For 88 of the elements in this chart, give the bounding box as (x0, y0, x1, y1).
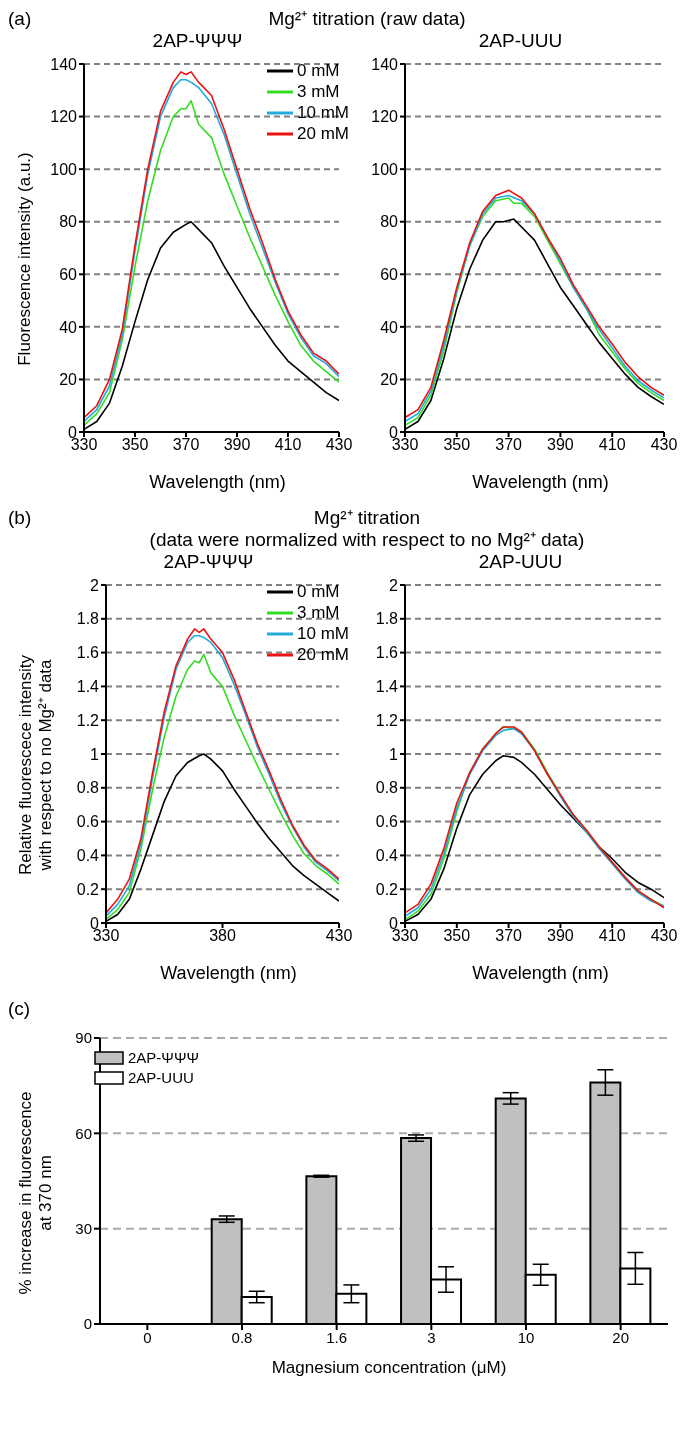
x-tick-label: 3 (427, 1328, 436, 1346)
y-axis-title: Relative fluorescece intensity with respect to no Mg²⁺ data (16, 653, 56, 878)
x-tick-label: 410 (598, 436, 626, 454)
legend-label: 3 mM (297, 81, 340, 102)
y-tick-label: 80 (59, 213, 78, 231)
y-tick-label: 20 (380, 371, 399, 389)
x-tick-label: 390 (223, 436, 251, 454)
y-tick-label: 2 (90, 576, 100, 594)
y-tick-label: 100 (50, 160, 78, 178)
y-axis-title: Fluorescence intensity (a.u.) (15, 151, 35, 368)
y-tick-label: 1.4 (375, 678, 399, 696)
text: (c) (8, 998, 32, 1021)
legend-label: 20 mM (297, 123, 349, 144)
y-tick-label: 90 (75, 1029, 92, 1047)
y-tick-label: 0.4 (76, 847, 100, 865)
x-axis-title: Wavelength (nm) (471, 963, 610, 984)
y-tick-label: 1.6 (76, 644, 100, 662)
x-tick-label: 370 (172, 436, 200, 454)
x-tick-label: 410 (598, 927, 626, 945)
y-tick-label: 1 (90, 745, 100, 763)
x-tick-label: 0 (143, 1328, 152, 1346)
x-tick-label: 430 (650, 927, 678, 945)
x-tick-label: 1.6 (326, 1328, 348, 1346)
y-tick-label: 120 (371, 108, 399, 126)
legend-label: 2AP-ΨΨΨ (128, 1048, 199, 1068)
y-tick-label: 1.6 (375, 644, 399, 662)
y-tick-label: 60 (380, 265, 399, 283)
legend-label: 2AP-UUU (128, 1068, 194, 1088)
y-tick-label: 20 (59, 371, 78, 389)
legend-label: 20 mM (297, 644, 349, 665)
x-tick-label: 10 (517, 1328, 535, 1346)
x-tick-label: 350 (443, 927, 471, 945)
y-tick-label: 0 (83, 1315, 92, 1333)
x-tick-label: 430 (325, 436, 353, 454)
x-axis-title: Magnesium concentration (μM) (270, 1358, 508, 1378)
x-axis-title: Wavelength (nm) (471, 472, 610, 493)
legend-label: 10 mM (297, 623, 349, 644)
chart-subtitle: 2AP-ΨΨΨ (151, 30, 244, 53)
y-tick-label: 0.2 (375, 880, 399, 898)
y-tick-label: 140 (371, 55, 399, 73)
text: (a) (8, 8, 32, 30)
x-tick-label: 410 (274, 436, 302, 454)
x-tick-label: 390 (547, 436, 574, 454)
chart-subtitle: 2AP-UUU (477, 551, 564, 574)
chart-title: Mg²⁺ titration (data were normalized with respect to no Mg²⁺ data) (149, 507, 585, 550)
y-tick-label: 1.4 (76, 678, 100, 696)
chart-title: Mg²⁺ titration (raw data) (268, 8, 466, 29)
y-axis-title: % increase in fluorescence at 370 nm (16, 1090, 56, 1297)
y-tick-label: 60 (75, 1124, 92, 1142)
x-axis-title: Wavelength (nm) (159, 963, 298, 984)
y-tick-label: 80 (380, 213, 399, 231)
y-tick-label: 100 (371, 160, 399, 178)
y-tick-label: 0.6 (76, 813, 100, 831)
y-tick-label: 120 (50, 108, 78, 126)
y-tick-label: 0.2 (76, 880, 100, 898)
x-tick-label: 430 (650, 436, 678, 454)
legend-label: 3 mM (297, 602, 340, 623)
x-axis-title: Wavelength (nm) (148, 472, 287, 493)
y-tick-label: 40 (380, 318, 399, 336)
x-tick-label: 370 (495, 927, 523, 945)
y-tick-label: 0.4 (375, 847, 399, 865)
chart-subtitle: 2AP-UUU (477, 30, 564, 53)
y-tick-label: 60 (59, 265, 78, 283)
x-tick-label: 430 (325, 927, 353, 945)
y-tick-label: 0.6 (375, 813, 399, 831)
y-tick-label: 1.8 (375, 610, 399, 628)
y-tick-label: 1.2 (76, 711, 100, 729)
x-tick-label: 0.8 (231, 1328, 253, 1346)
y-tick-label: 1 (389, 745, 399, 763)
chart-subtitle: 2AP-ΨΨΨ (162, 551, 255, 574)
x-tick-label: 380 (209, 927, 236, 945)
y-tick-label: 0.8 (76, 779, 100, 797)
y-tick-label: 30 (75, 1219, 92, 1237)
legend-label: 0 mM (297, 60, 340, 81)
x-tick-label: 370 (495, 436, 523, 454)
x-tick-label: 350 (443, 436, 471, 454)
y-tick-label: 2 (389, 576, 399, 594)
x-tick-label: 20 (612, 1328, 630, 1346)
y-tick-label: 40 (59, 318, 78, 336)
y-tick-label: 140 (50, 55, 78, 73)
text: (b) (8, 507, 32, 529)
y-tick-label: 0.8 (375, 779, 399, 797)
x-tick-label: 390 (547, 927, 574, 945)
x-tick-label: 350 (121, 436, 149, 454)
legend-label: 0 mM (297, 581, 340, 602)
y-tick-label: 1.2 (375, 711, 399, 729)
y-tick-label: 1.8 (76, 610, 100, 628)
legend-label: 10 mM (297, 102, 349, 123)
